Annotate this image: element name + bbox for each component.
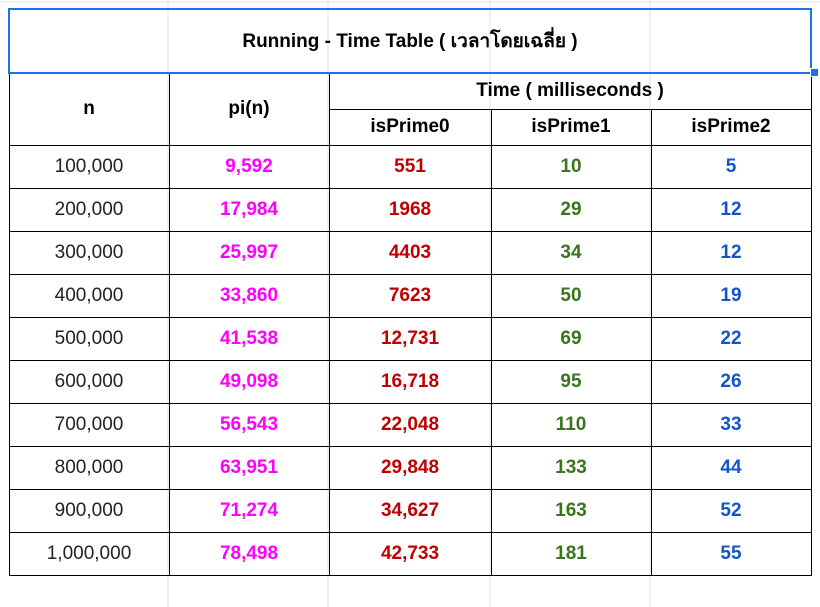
header-isprime1[interactable]: isPrime1 xyxy=(490,108,652,146)
cell-n[interactable]: 500,000 xyxy=(8,316,170,361)
table-row: 700,000 56,543 22,048 110 33 xyxy=(8,402,812,447)
table-row: 1,000,000 78,498 42,733 181 55 xyxy=(8,531,812,576)
cell-isprime0[interactable]: 42,733 xyxy=(328,531,492,576)
header-time-group[interactable]: Time ( milliseconds ) xyxy=(328,72,812,110)
cell-isprime1[interactable]: 69 xyxy=(490,316,652,361)
table-row: 500,000 41,538 12,731 69 22 xyxy=(8,316,812,361)
table-title-cell[interactable]: Running - Time Table ( เวลาโดยเฉลี่ย ) xyxy=(8,8,812,74)
cell-n[interactable]: 300,000 xyxy=(8,230,170,275)
cell-isprime1[interactable]: 110 xyxy=(490,402,652,447)
table-row: 200,000 17,984 1968 29 12 xyxy=(8,187,812,232)
cell-isprime2[interactable]: 12 xyxy=(650,187,812,232)
cell-isprime1[interactable]: 10 xyxy=(490,144,652,189)
cell-isprime2[interactable]: 52 xyxy=(650,488,812,533)
cell-pi[interactable]: 63,951 xyxy=(168,445,330,490)
cell-isprime1[interactable]: 34 xyxy=(490,230,652,275)
cell-isprime1[interactable]: 50 xyxy=(490,273,652,318)
cell-isprime2[interactable]: 12 xyxy=(650,230,812,275)
cell-pi[interactable]: 9,592 xyxy=(168,144,330,189)
selection-fill-handle[interactable] xyxy=(810,68,819,77)
cell-pi[interactable]: 56,543 xyxy=(168,402,330,447)
cell-isprime0[interactable]: 1968 xyxy=(328,187,492,232)
cell-pi[interactable]: 41,538 xyxy=(168,316,330,361)
cell-n[interactable]: 400,000 xyxy=(8,273,170,318)
cell-pi[interactable]: 17,984 xyxy=(168,187,330,232)
cell-isprime1[interactable]: 181 xyxy=(490,531,652,576)
cell-isprime0[interactable]: 34,627 xyxy=(328,488,492,533)
cell-isprime0[interactable]: 4403 xyxy=(328,230,492,275)
cell-isprime1[interactable]: 133 xyxy=(490,445,652,490)
cell-pi[interactable]: 78,498 xyxy=(168,531,330,576)
cell-isprime0[interactable]: 29,848 xyxy=(328,445,492,490)
cell-n[interactable]: 1,000,000 xyxy=(8,531,170,576)
cell-isprime2[interactable]: 26 xyxy=(650,359,812,404)
cell-isprime0[interactable]: 12,731 xyxy=(328,316,492,361)
running-time-table: Running - Time Table ( เวลาโดยเฉลี่ย ) n… xyxy=(8,8,812,576)
header-isprime0[interactable]: isPrime0 xyxy=(328,108,492,146)
cell-isprime2[interactable]: 44 xyxy=(650,445,812,490)
table-row: 100,000 9,592 551 10 5 xyxy=(8,144,812,189)
table-row: 400,000 33,860 7623 50 19 xyxy=(8,273,812,318)
cell-isprime0[interactable]: 551 xyxy=(328,144,492,189)
cell-isprime1[interactable]: 95 xyxy=(490,359,652,404)
cell-isprime2[interactable]: 5 xyxy=(650,144,812,189)
table-row: 800,000 63,951 29,848 133 44 xyxy=(8,445,812,490)
cell-pi[interactable]: 71,274 xyxy=(168,488,330,533)
cell-n[interactable]: 700,000 xyxy=(8,402,170,447)
table-row: 900,000 71,274 34,627 163 52 xyxy=(8,488,812,533)
cell-n[interactable]: 900,000 xyxy=(8,488,170,533)
cell-isprime1[interactable]: 163 xyxy=(490,488,652,533)
cell-n[interactable]: 800,000 xyxy=(8,445,170,490)
cell-isprime1[interactable]: 29 xyxy=(490,187,652,232)
cell-pi[interactable]: 25,997 xyxy=(168,230,330,275)
cell-n[interactable]: 600,000 xyxy=(8,359,170,404)
header-isprime2[interactable]: isPrime2 xyxy=(650,108,812,146)
header-n[interactable]: n xyxy=(8,72,170,146)
table-row: 600,000 49,098 16,718 95 26 xyxy=(8,359,812,404)
cell-n[interactable]: 100,000 xyxy=(8,144,170,189)
cell-isprime2[interactable]: 19 xyxy=(650,273,812,318)
cell-isprime2[interactable]: 55 xyxy=(650,531,812,576)
cell-isprime2[interactable]: 22 xyxy=(650,316,812,361)
cell-isprime0[interactable]: 16,718 xyxy=(328,359,492,404)
table-row: 300,000 25,997 4403 34 12 xyxy=(8,230,812,275)
cell-isprime0[interactable]: 22,048 xyxy=(328,402,492,447)
cell-n[interactable]: 200,000 xyxy=(8,187,170,232)
cell-pi[interactable]: 33,860 xyxy=(168,273,330,318)
cell-isprime2[interactable]: 33 xyxy=(650,402,812,447)
cell-isprime0[interactable]: 7623 xyxy=(328,273,492,318)
header-pi[interactable]: pi(n) xyxy=(168,72,330,146)
cell-pi[interactable]: 49,098 xyxy=(168,359,330,404)
